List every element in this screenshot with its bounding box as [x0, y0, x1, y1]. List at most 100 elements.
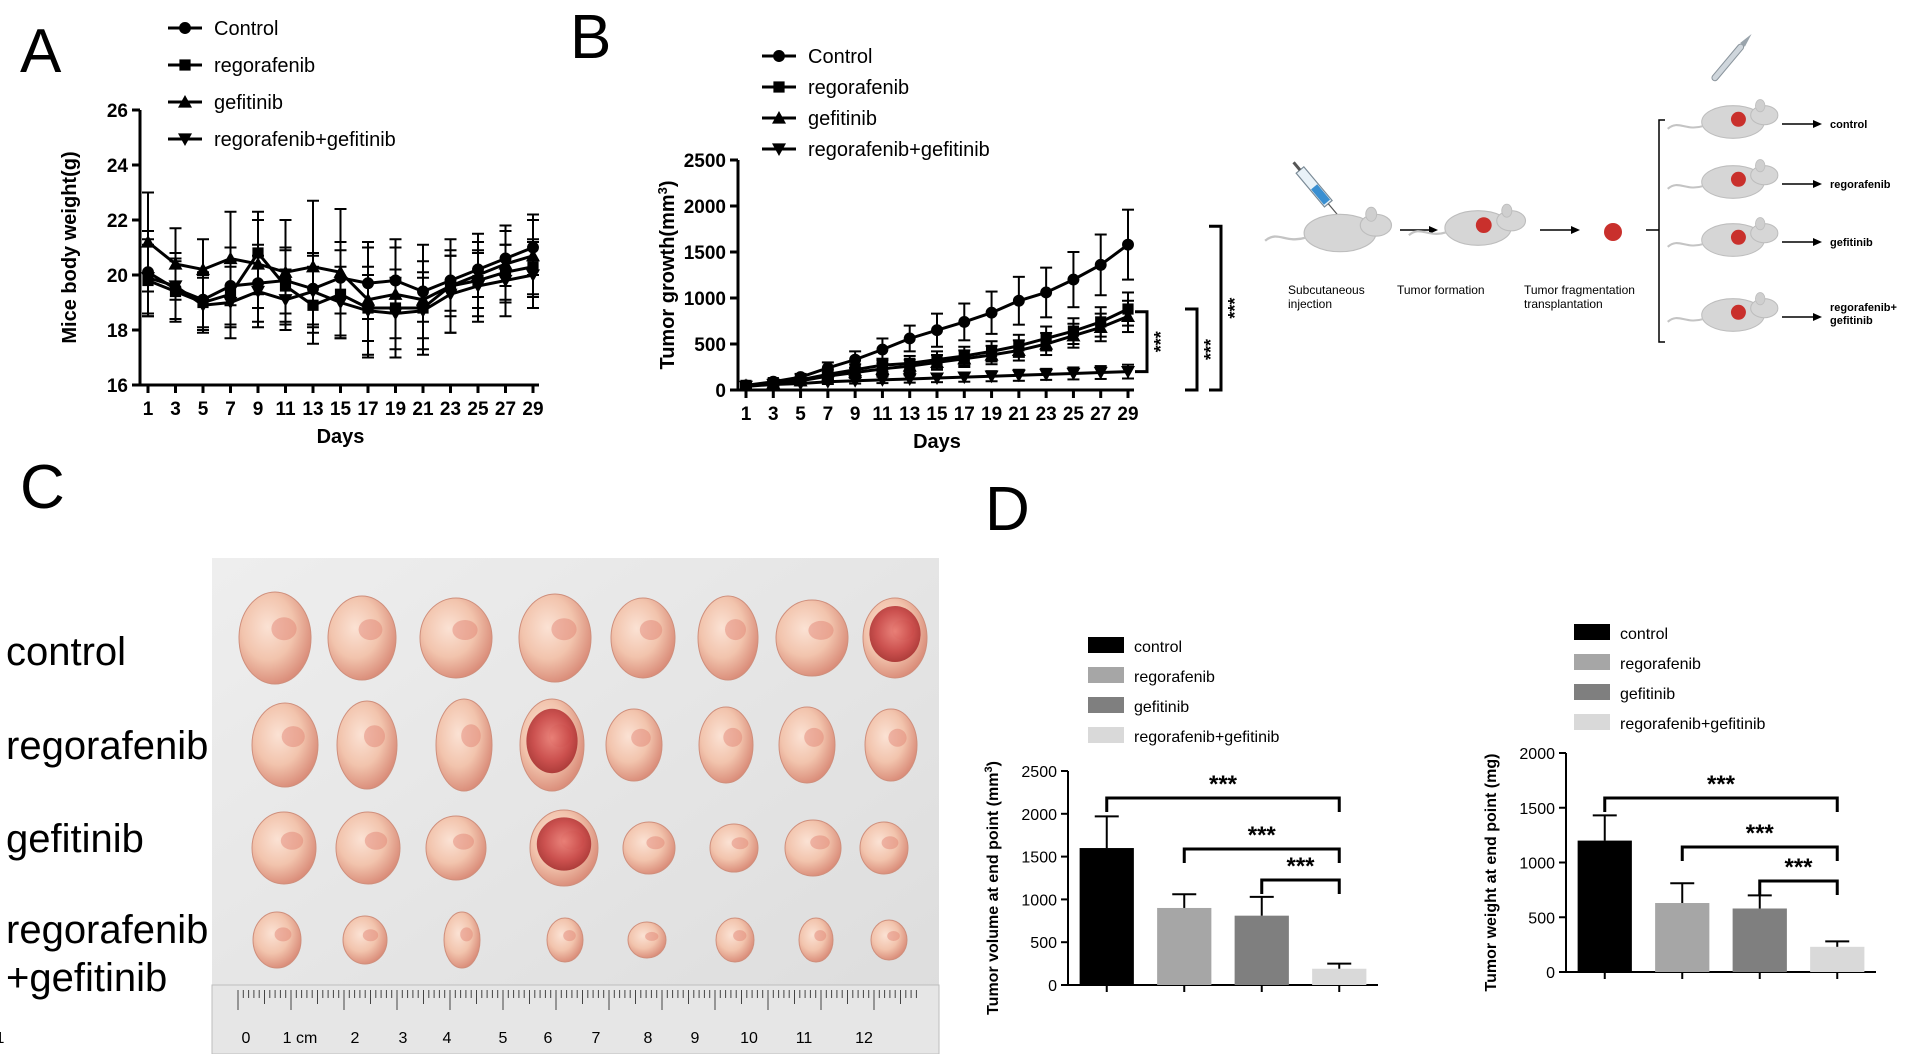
legend-label: regorafenib+gefitinib [1134, 729, 1280, 746]
tumor-hemorrhage [536, 817, 592, 871]
significance-bracket [1603, 796, 1839, 812]
tumor-r2-c1 [335, 811, 401, 885]
ruler-label-4: 4 [443, 1030, 452, 1047]
data-point [1122, 238, 1134, 251]
mouse-tail [1408, 230, 1447, 237]
tumor-vessel [723, 727, 743, 747]
tumor-body [859, 821, 909, 875]
tumor-body [697, 595, 759, 681]
x-tick-label: 21 [1008, 404, 1030, 425]
data-point [416, 305, 430, 318]
data-point [1039, 337, 1054, 350]
group-label-1: regorafenib [1830, 179, 1891, 191]
x-tick-label: 23 [440, 399, 461, 420]
x-tick-label: 11 [872, 404, 893, 425]
y-axis-label-text: Mice body weight(g) [59, 151, 81, 343]
data-point [957, 351, 972, 365]
legend-swatch [1088, 667, 1124, 683]
tumor-body [622, 821, 676, 875]
mouse-ear [1755, 292, 1766, 306]
mouse-tail [1667, 242, 1704, 248]
ruler-label-13: 1 [0, 1030, 5, 1047]
data-point [848, 375, 863, 388]
y-tick-label: 1000 [1021, 892, 1057, 909]
y-tick-label: 16 [107, 376, 128, 397]
scalpel-blade [1740, 34, 1752, 47]
tumor-r1-c3 [519, 698, 585, 792]
legend-marker [178, 95, 192, 108]
group-label-3-1: regorafenib+ [1830, 302, 1897, 314]
arrow-2-head [1571, 226, 1580, 234]
tumor-r2-c7 [859, 821, 909, 875]
tumor-r1-c7 [864, 708, 918, 782]
y-tick-label: 2000 [684, 197, 726, 218]
ruler-label-3: 3 [399, 1030, 408, 1047]
legend-label: regorafenib [214, 55, 315, 77]
x-tick-label: 13 [899, 404, 920, 425]
legend-label: gefitinib [214, 92, 283, 114]
x-tick-label: 19 [981, 404, 1002, 425]
x-tick-label: 23 [1036, 404, 1057, 425]
x-tick-label: 17 [357, 399, 378, 420]
tumor-r3-c0 [252, 911, 302, 969]
panel-label-d: D [985, 475, 1030, 544]
data-point [930, 372, 944, 386]
data-point [739, 380, 753, 394]
x-tick-label: 7 [225, 399, 236, 420]
significance-bracket [1758, 879, 1839, 895]
panel-label-c: C [20, 453, 65, 522]
syringe-icon [1292, 161, 1341, 218]
ruler [211, 984, 940, 1054]
tumor-r1-c1 [336, 700, 398, 790]
tumor-vessel [563, 930, 576, 942]
tumor-body [518, 593, 592, 683]
data-point [984, 370, 999, 384]
mouse-group-0 [1667, 99, 1779, 139]
tumor-r0-c2 [419, 597, 493, 679]
mouse-tumor-formation [1408, 203, 1527, 246]
y-tick-label: 500 [1528, 910, 1555, 927]
mouse-ear [1501, 203, 1513, 218]
arrow-group-0-head [1813, 120, 1822, 128]
significance-label: *** [1784, 854, 1813, 881]
tumor-body [864, 708, 918, 782]
arrow-group-2-head [1813, 238, 1822, 246]
significance-label: *** [1209, 771, 1238, 798]
legend-marker [179, 22, 191, 34]
tumor-vessel [280, 831, 304, 850]
significance-label: *** [1707, 771, 1736, 798]
arrow-group-1-head [1813, 180, 1822, 188]
significance-bracket [1135, 310, 1149, 374]
tumor-body [425, 815, 487, 881]
tumor-vessel [631, 728, 651, 747]
tumor-dot [1730, 111, 1746, 127]
ruler-label-9: 9 [691, 1030, 700, 1047]
row-label-1: regorafenib [6, 724, 208, 768]
tumor-hemorrhage [869, 606, 921, 662]
y-axis-label-sup: 3 [655, 187, 670, 194]
tumor-vessel [364, 831, 388, 850]
tumor-r2-c2 [425, 815, 487, 881]
data-point [930, 355, 944, 368]
tumor-body [443, 911, 481, 969]
significance-bracket [1680, 845, 1839, 861]
tumor-vessel [271, 617, 297, 641]
data-point [848, 365, 863, 379]
y-axis-label-end: ) [657, 180, 679, 187]
mouse-group-2 [1667, 217, 1779, 257]
legend-label: regorafenib+gefitinib [808, 139, 990, 161]
legend-swatch [1574, 624, 1610, 640]
legend-marker [179, 59, 191, 71]
tumor-r2-c6 [784, 819, 842, 877]
tumor-vessel [808, 620, 834, 640]
data-point [196, 299, 210, 313]
x-tick-label: 17 [954, 404, 975, 425]
arrow-group-3-head [1813, 313, 1822, 321]
x-tick-label: 9 [253, 399, 264, 420]
tumor-r0-c4 [610, 597, 676, 679]
syringe-plunger [1292, 161, 1302, 171]
y-tick-label: 0 [1546, 965, 1555, 982]
tumor-body [775, 599, 849, 677]
x-tick-label: 15 [926, 404, 948, 425]
